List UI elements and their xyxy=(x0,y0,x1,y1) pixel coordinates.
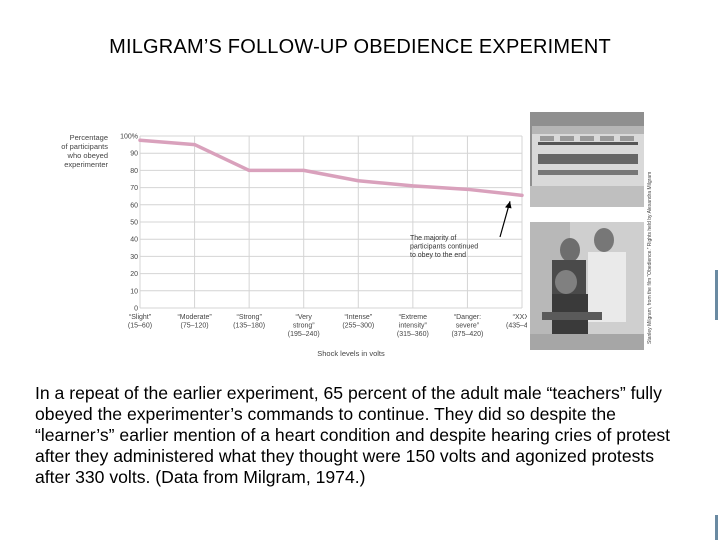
slide-edge-mark-bottom xyxy=(715,515,718,540)
slide-caption: In a repeat of the earlier experiment, 6… xyxy=(35,383,671,487)
shock-generator-image xyxy=(530,112,644,207)
data-point xyxy=(412,185,414,187)
data-point xyxy=(466,188,469,191)
annotation-text: participants continued xyxy=(410,244,478,251)
y-tick-label: 90 xyxy=(130,151,138,158)
y-tick-label: 80 xyxy=(130,168,138,175)
photo-credit: Stanley Milgram, from the film “Obedienc… xyxy=(647,171,653,344)
y-axis-label: experimenter xyxy=(64,160,108,169)
y-tick-label: 0 xyxy=(134,306,138,313)
x-tick-label: “Danger: xyxy=(454,314,481,321)
y-tick-label: 10 xyxy=(130,288,138,295)
slide-edge-mark-top xyxy=(715,270,718,320)
x-tick-label: (315–360) xyxy=(397,331,429,338)
x-tick-label: “XXX” xyxy=(513,314,527,321)
x-tick-label: (15–60) xyxy=(128,323,152,330)
data-point xyxy=(357,179,360,182)
learner-image xyxy=(530,222,644,350)
data-point xyxy=(302,169,305,172)
y-tick-label: 50 xyxy=(130,220,138,227)
y-tick-label: 20 xyxy=(130,271,138,278)
x-axis-label: Shock levels in volts xyxy=(317,349,385,358)
x-tick-label: “Intense” xyxy=(344,314,372,321)
x-tick-label: “Slight” xyxy=(129,314,152,321)
x-tick-label: “Very xyxy=(296,314,313,321)
x-tick-label: severe” xyxy=(456,323,480,330)
y-axis-label: of participants xyxy=(61,142,108,151)
series-line xyxy=(138,138,524,198)
data-point xyxy=(139,139,141,142)
x-tick-label: (375–420) xyxy=(451,331,483,338)
x-tick-label: (195–240) xyxy=(288,331,320,338)
x-tick-label: “Strong” xyxy=(236,314,262,321)
y-tick-label: 100% xyxy=(120,134,138,141)
y-tick-label: 60 xyxy=(130,202,138,209)
learner-strapped-photo xyxy=(530,222,644,350)
shock-generator-photo xyxy=(530,112,644,207)
x-tick-label: “Extreme xyxy=(399,314,428,321)
x-tick-label: (255–300) xyxy=(342,323,374,330)
x-tick-label: (135–180) xyxy=(233,323,265,330)
data-point xyxy=(248,169,250,172)
data-point xyxy=(521,194,523,197)
data-point xyxy=(193,143,196,146)
x-tick-label: (435–450) xyxy=(506,323,527,330)
figure: 100% 90 80 70 60 50 40 30 20 10 0 Percentage of part… xyxy=(52,112,660,360)
x-tick-label: intensity” xyxy=(399,323,428,330)
x-tick-label: strong” xyxy=(293,323,315,330)
y-axis-label: who obeyed xyxy=(67,151,108,160)
y-tick-label: 30 xyxy=(130,254,138,261)
y-axis-label: Percentage xyxy=(70,133,108,142)
y-tick-label: 40 xyxy=(130,237,138,244)
y-tick-label: 70 xyxy=(130,185,138,192)
annotation-arrowhead xyxy=(505,201,512,209)
annotation-text: The majority of xyxy=(410,235,456,242)
x-tick-label: (75–120) xyxy=(181,323,209,330)
slide-title: MILGRAM’S FOLLOW-UP OBEDIENCE EXPERIMENT xyxy=(109,36,611,58)
x-tick-label: “Moderate” xyxy=(177,314,212,321)
annotation-text: to obey to the end xyxy=(410,252,466,259)
